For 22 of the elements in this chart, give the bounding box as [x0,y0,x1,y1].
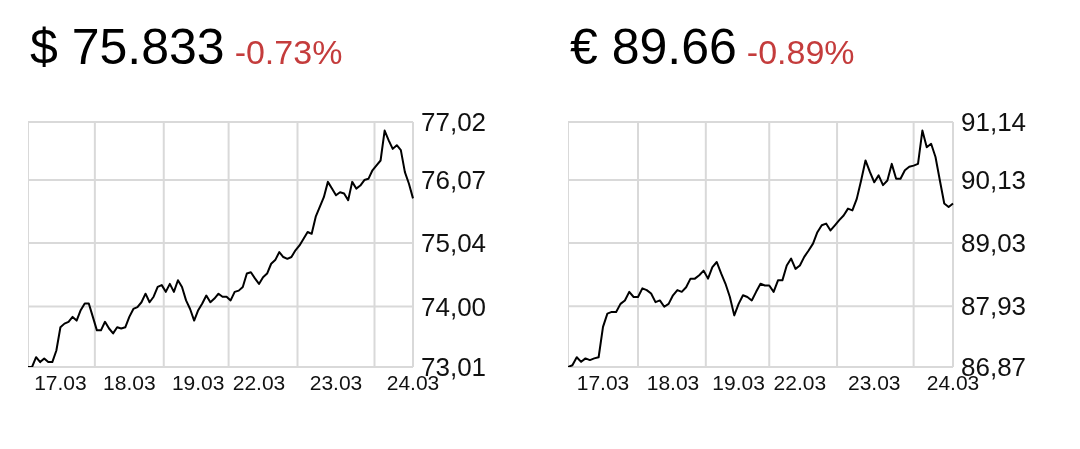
y-tick-label: 91,14 [961,107,1027,138]
x-tick-label: 19.03 [171,370,225,394]
x-tick-label: 17.03 [34,370,87,394]
y-tick-label: 74,00 [421,291,487,322]
chart-subtitle: -0.73% [234,33,343,71]
y-tick-label: 87,93 [961,291,1027,322]
x-tick-label: 18.03 [103,370,156,394]
chart-title: € 89.66 [570,19,737,75]
y-tick-label: 75,04 [421,228,487,259]
y-tick-label: 90,13 [961,165,1027,196]
y-tick-label: 77,02 [421,107,487,138]
x-tick-label: 23.03 [847,370,901,394]
x-tick-label: 23.03 [309,370,363,394]
x-tick-label: 22.03 [232,370,286,394]
x-tick-label: 18.03 [646,370,700,394]
x-tick-label: 22.03 [773,370,827,394]
x-tick-label: 17.03 [576,370,630,394]
chart-title: $ 75.833 [30,19,225,75]
y-tick-label: 76,07 [421,165,487,196]
y-tick-label: 89,03 [961,228,1027,259]
chart-subtitle: -0.89% [746,33,855,71]
x-tick-label: 19.03 [712,370,765,394]
